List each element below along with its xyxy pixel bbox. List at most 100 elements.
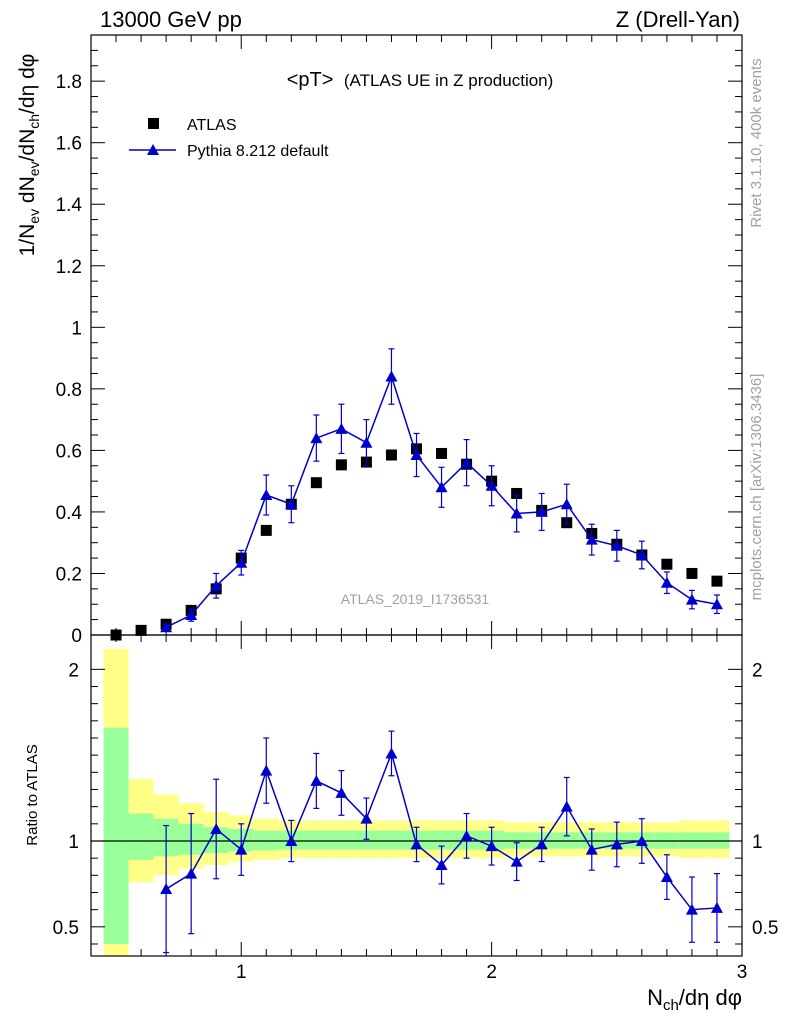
main-pythia-point	[710, 598, 723, 610]
y-tick-label: 0.8	[56, 380, 82, 401]
atlas-data-point	[260, 524, 272, 536]
y-tick-label: 0.2	[56, 564, 82, 585]
ratio-pythia-point	[635, 834, 648, 846]
plot-title: <pT> (ATLAS UE in Z production)	[287, 69, 554, 91]
ratio-tick-label-left: 1	[68, 832, 79, 853]
main-pythia-point	[260, 489, 273, 500]
ratio-pythia-point	[535, 838, 548, 850]
ratio-y-axis-label: Ratio to ATLAS	[24, 744, 41, 845]
ratio-pythia-point	[585, 843, 598, 855]
ratio-pythia-point	[510, 855, 523, 867]
ratio-data-series	[160, 730, 723, 954]
main-axis-ticks: 0 0.2 0.4 0.6 0.8 1 1.2 1.4 1.6 1.8 1 2 3	[56, 35, 748, 983]
ratio-pythia-point	[185, 867, 198, 879]
y-tick-label: 0.6	[56, 441, 82, 462]
ratio-tick-label-right: 2	[752, 660, 763, 681]
y-tick-label: 1.6	[56, 134, 82, 155]
x-tick-label: 3	[737, 962, 748, 983]
plot-title-main: <pT>	[287, 69, 334, 91]
main-pythia-point	[585, 533, 598, 545]
legend-marker-atlas	[148, 118, 159, 129]
ratio-pythia-point	[260, 764, 273, 776]
x-axis-label: Nch/dη dφ	[647, 985, 742, 1014]
main-pythia-point	[285, 498, 298, 510]
main-pythia-point	[210, 579, 223, 591]
ratio-pythia-point	[710, 901, 723, 913]
main-pythia-point	[535, 505, 548, 517]
side-label-mcplots: mcplots.cern.ch [arXiv:1306.3436]	[748, 374, 765, 601]
side-label-rivet: Rivet 3.1.10, 400k events	[748, 58, 765, 227]
atlas-data-point	[436, 447, 448, 459]
main-pythia-point	[510, 507, 523, 519]
ratio-pythia-point	[660, 871, 673, 883]
legend-label-pythia: Pythia 8.212 default	[187, 143, 329, 160]
ratio-tick-label-right: 1	[752, 832, 763, 853]
main-pythia-point	[160, 621, 173, 633]
main-pythia-point	[635, 549, 648, 560]
main-pythia-point	[385, 370, 398, 382]
ratio-band-green	[353, 830, 379, 850]
ratio-pythia-point	[210, 822, 223, 834]
ratio-pythia-point	[560, 800, 573, 812]
main-pythia-point	[460, 456, 473, 468]
main-pythia-point	[410, 449, 423, 460]
ratio-pythia-point	[485, 840, 498, 852]
ratio-tick-label-left: 0.5	[53, 918, 79, 939]
ratio-band-green	[128, 813, 154, 860]
main-pythia-point	[485, 479, 498, 491]
atlas-data-point	[511, 487, 523, 499]
atlas-data-point	[686, 567, 698, 579]
header-left: 13000 GeV pp	[100, 7, 242, 32]
legend: ATLAS Pythia 8.212 default	[129, 117, 329, 160]
y-tick-label: 1.8	[56, 72, 82, 93]
ratio-pythia-point	[160, 883, 173, 895]
atlas-data-point	[711, 575, 723, 587]
ratio-pythia-point	[285, 834, 298, 846]
plot-title-sub: (ATLAS UE in Z production)	[344, 71, 553, 90]
y-tick-label: 1	[71, 318, 82, 339]
atlas-data-point	[661, 558, 673, 570]
y-axis-label-text: 1/Nev dNev/dNch/dη dφ	[16, 54, 42, 257]
ratio-pythia-point	[310, 774, 323, 786]
legend-marker-pythia	[147, 144, 159, 155]
ratio-tick-label-left: 2	[68, 660, 79, 681]
ratio-pythia-point	[435, 859, 448, 871]
main-data-series	[110, 348, 723, 641]
atlas-data-point	[385, 449, 397, 461]
main-pythia-point	[360, 436, 373, 448]
header-right: Z (Drell-Yan)	[616, 7, 740, 32]
main-pythia-point	[435, 481, 448, 493]
main-pythia-point	[560, 498, 573, 510]
main-pythia-point	[235, 556, 248, 568]
x-tick-label: 2	[486, 962, 497, 983]
ratio-band-green	[103, 727, 129, 944]
x-tick-label: 1	[236, 962, 247, 983]
ratio-pythia-point	[610, 838, 623, 850]
y-axis-label: 1/Nev dNev/dNch/dη dφ	[16, 54, 42, 257]
ratio-pythia-point	[360, 812, 373, 824]
atlas-data-point	[335, 459, 347, 471]
y-tick-label: 1.2	[56, 257, 82, 278]
y-tick-label: 1.4	[56, 195, 83, 216]
ratio-pythia-point	[685, 903, 698, 915]
atlas-data-point	[135, 624, 147, 636]
ratio-pythia-point	[460, 829, 473, 841]
analysis-watermark: ATLAS_2019_I1736531	[341, 591, 490, 607]
main-pythia-point	[335, 422, 348, 434]
ratio-pythia-point	[410, 838, 423, 850]
ratio-pythia-point	[235, 843, 248, 855]
ratio-tick-label-right: 0.5	[752, 918, 778, 939]
ratio-pythia-point	[385, 747, 398, 759]
ratio-band-green	[303, 830, 329, 850]
ratio-axis-ticks: 0.5 0.5 1 1 2 2	[53, 660, 778, 945]
ratio-band-green	[429, 830, 455, 850]
atlas-data-point	[310, 477, 322, 489]
y-tick-label: 0.4	[56, 503, 83, 524]
main-pythia-point	[685, 593, 698, 605]
ratio-plot-frame	[90, 634, 743, 957]
main-pythia-point	[185, 609, 198, 620]
main-pythia-point	[660, 576, 673, 588]
y-tick-label: 0	[71, 626, 82, 647]
ratio-band-green	[328, 830, 354, 850]
